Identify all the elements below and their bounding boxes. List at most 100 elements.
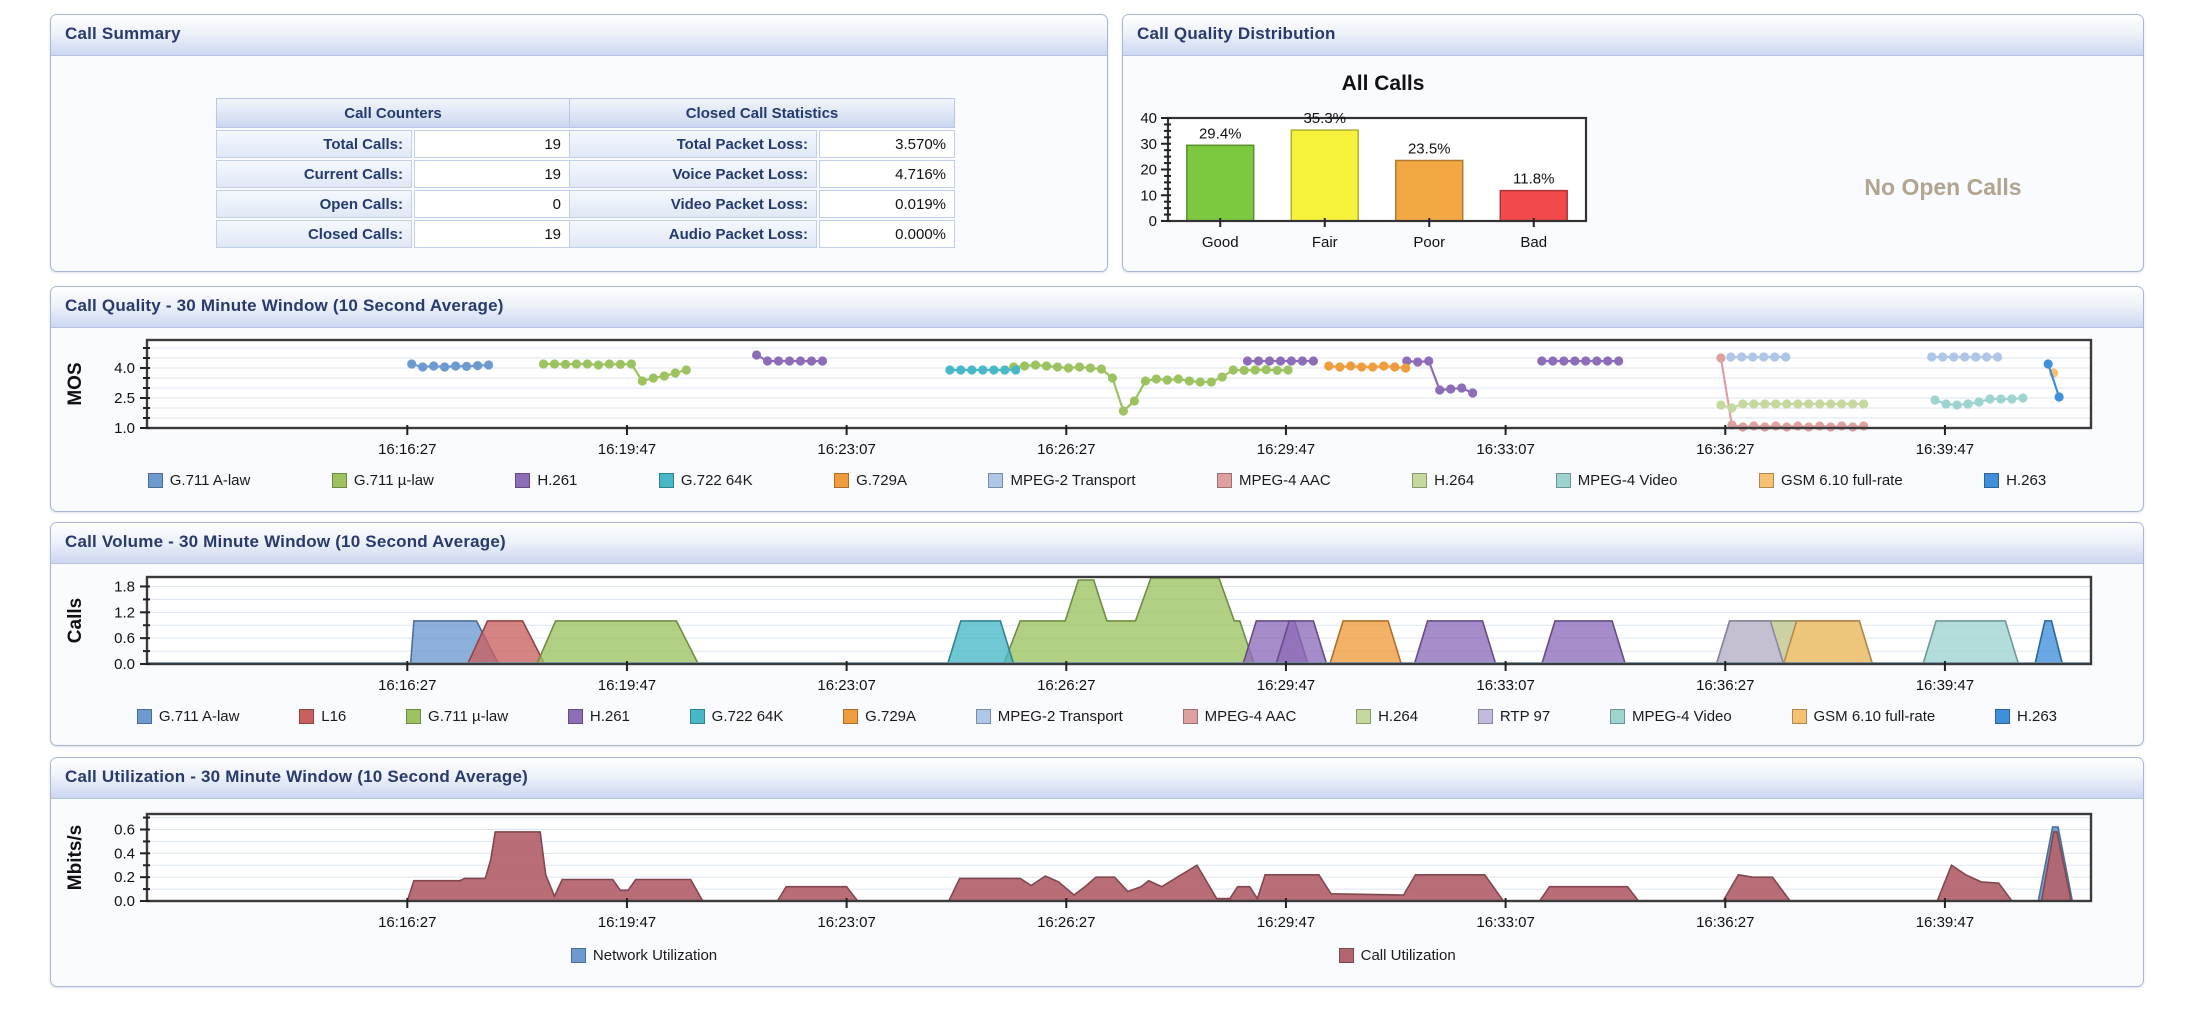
legend-item: G.711 A-law bbox=[147, 471, 251, 489]
legend-item: GSM 6.10 full-rate bbox=[1791, 708, 1935, 725]
legend-label: H.264 bbox=[1434, 471, 1475, 489]
legend-item: MPEG-2 Transport bbox=[988, 472, 1136, 489]
svg-text:16:36:27: 16:36:27 bbox=[1696, 441, 1754, 458]
stat-value: 19 bbox=[414, 160, 570, 188]
call-quality-header: Call Quality - 30 Minute Window (10 Seco… bbox=[51, 287, 2143, 328]
call-volume-legend: G.711 A-law L16 G.711 µ-law H.261 G.722 64K G… bbox=[51, 700, 2143, 732]
legend-item: G.711 µ-law bbox=[406, 708, 508, 725]
svg-text:Fair: Fair bbox=[1312, 234, 1338, 251]
call-utilization-panel: Call Utilization - 30 Minute Window (10 … bbox=[50, 757, 2144, 987]
table-header: Call Counters bbox=[216, 98, 570, 128]
all-calls-chart-title: All Calls bbox=[1341, 72, 1425, 95]
call-utilization-legend: Network Utilization Call Utilization bbox=[51, 939, 1976, 971]
call-quality-distribution-chart[interactable]: 0 10 20 30 40 Good 29.4% Fair 35.3% Poor 23.5% Bad 1… bbox=[1123, 102, 1643, 262]
svg-text:2.5: 2.5 bbox=[114, 390, 135, 407]
call-counters-table: Call Counters Total Calls: 19 Current Cal… bbox=[214, 96, 572, 250]
legend-item: RTP 97 bbox=[1477, 707, 1551, 725]
legend-swatch-icon bbox=[136, 708, 152, 724]
svg-text:4.0: 4.0 bbox=[114, 360, 135, 377]
svg-text:30: 30 bbox=[1140, 136, 1157, 153]
legend-label: H.263 bbox=[2016, 707, 2058, 725]
no-open-calls-message: No Open Calls bbox=[1864, 174, 2022, 200]
svg-text:16:26:27: 16:26:27 bbox=[1037, 441, 1095, 458]
legend-label: H.261 bbox=[537, 471, 578, 489]
legend-label: Call Utilization bbox=[1360, 946, 1456, 964]
legend-label: MPEG-4 Video bbox=[1577, 471, 1678, 489]
legend-label: L16 bbox=[321, 707, 347, 725]
legend-item: MPEG-4 AAC bbox=[1182, 708, 1296, 725]
stat-value: 19 bbox=[414, 220, 570, 248]
svg-text:1.8: 1.8 bbox=[114, 578, 135, 595]
stat-value: 0.019% bbox=[819, 190, 955, 218]
legend-label: G.729A bbox=[856, 471, 907, 489]
table-row: Video Packet Loss: 0.019% bbox=[569, 190, 955, 218]
legend-swatch-icon bbox=[567, 708, 583, 724]
svg-text:16:26:27: 16:26:27 bbox=[1037, 914, 1095, 931]
svg-text:16:26:27: 16:26:27 bbox=[1037, 677, 1095, 694]
legend-label: G.711 µ-law bbox=[353, 471, 434, 489]
call-quality-legend: G.711 A-law G.711 µ-law H.261 G.722 64K G.72… bbox=[51, 464, 2143, 496]
legend-swatch-icon bbox=[1356, 708, 1372, 724]
legend-item: MPEG-2 Transport bbox=[975, 708, 1123, 725]
legend-swatch-icon bbox=[1182, 708, 1198, 724]
legend-swatch-icon bbox=[1338, 947, 1354, 963]
legend-swatch-icon bbox=[331, 472, 347, 488]
legend-label: G.711 µ-law bbox=[428, 707, 509, 725]
legend-item: L16 bbox=[299, 708, 346, 725]
svg-text:16:39:47: 16:39:47 bbox=[1916, 441, 1974, 458]
call-quality-distribution-header: Call Quality Distribution bbox=[1123, 15, 2143, 56]
stat-label: Current Calls: bbox=[216, 160, 412, 188]
svg-text:Poor: Poor bbox=[1413, 234, 1445, 251]
svg-text:1.2: 1.2 bbox=[114, 604, 135, 621]
svg-text:Calls: Calls bbox=[65, 598, 86, 643]
legend-item: G.711 µ-law bbox=[331, 471, 434, 489]
call-quality-chart[interactable]: 1.0 2.5 4.0 16:16:27 16:19:47 16:23:07 16:26:2… bbox=[51, 328, 2143, 464]
svg-text:23.5%: 23.5% bbox=[1408, 140, 1451, 157]
legend-label: G.711 A-law bbox=[169, 471, 251, 489]
stat-label: Open Calls: bbox=[216, 190, 412, 218]
svg-text:10: 10 bbox=[1140, 187, 1157, 204]
legend-swatch-icon bbox=[1555, 472, 1571, 488]
svg-text:35.3%: 35.3% bbox=[1303, 110, 1346, 127]
svg-text:16:16:27: 16:16:27 bbox=[378, 914, 436, 931]
call-volume-chart[interactable]: 0.0 0.6 1.2 1.8 16:16:27 16:19:47 16:23:07 16:2… bbox=[51, 564, 2143, 700]
legend-label: RTP 97 bbox=[1499, 707, 1551, 725]
svg-text:16:39:47: 16:39:47 bbox=[1916, 914, 1974, 931]
svg-text:16:36:27: 16:36:27 bbox=[1696, 677, 1754, 694]
closed-call-statistics-table: Closed Call Statistics Total Packet Loss… bbox=[567, 96, 957, 250]
legend-item: H.263 bbox=[1994, 707, 2058, 725]
legend-label: G.722 64K bbox=[711, 707, 784, 725]
call-quality-panel: Call Quality - 30 Minute Window (10 Seco… bbox=[50, 286, 2144, 512]
svg-text:29.4%: 29.4% bbox=[1199, 125, 1242, 142]
call-volume-header: Call Volume - 30 Minute Window (10 Secon… bbox=[51, 523, 2143, 564]
call-quality-distribution-panel: Call Quality Distribution All Calls 0 10 2… bbox=[1122, 14, 2144, 272]
table-row: Audio Packet Loss: 0.000% bbox=[569, 220, 955, 248]
stat-value: 19 bbox=[414, 130, 570, 158]
svg-text:16:29:47: 16:29:47 bbox=[1257, 441, 1315, 458]
stat-label: Closed Calls: bbox=[216, 220, 412, 248]
call-utilization-chart[interactable]: 0.0 0.2 0.4 0.6 16:16:27 16:19:47 16:23:07 16:2… bbox=[51, 799, 2143, 939]
legend-swatch-icon bbox=[299, 708, 315, 724]
table-header: Closed Call Statistics bbox=[569, 98, 955, 128]
legend-swatch-icon bbox=[515, 472, 531, 488]
svg-text:0.0: 0.0 bbox=[114, 893, 135, 910]
legend-label: MPEG-4 Video bbox=[1631, 707, 1732, 725]
legend-swatch-icon bbox=[1216, 472, 1232, 488]
svg-text:16:16:27: 16:16:27 bbox=[378, 441, 436, 458]
legend-item: G.729A bbox=[843, 708, 916, 725]
legend-label: H.264 bbox=[1378, 707, 1419, 725]
svg-text:16:16:27: 16:16:27 bbox=[378, 677, 436, 694]
svg-text:16:29:47: 16:29:47 bbox=[1257, 914, 1315, 931]
svg-text:16:33:07: 16:33:07 bbox=[1476, 914, 1534, 931]
table-row: Current Calls: 19 bbox=[216, 160, 570, 188]
panel-title: Call Quality - 30 Minute Window (10 Seco… bbox=[65, 296, 504, 315]
legend-swatch-icon bbox=[658, 472, 674, 488]
legend-item: Network Utilization bbox=[570, 947, 717, 964]
legend-item: MPEG-4 AAC bbox=[1216, 472, 1331, 489]
legend-swatch-icon bbox=[406, 708, 422, 724]
svg-text:16:19:47: 16:19:47 bbox=[598, 677, 656, 694]
legend-item: H.261 bbox=[515, 472, 577, 489]
legend-label: GSM 6.10 full-rate bbox=[1780, 471, 1903, 489]
svg-text:16:19:47: 16:19:47 bbox=[598, 914, 656, 931]
